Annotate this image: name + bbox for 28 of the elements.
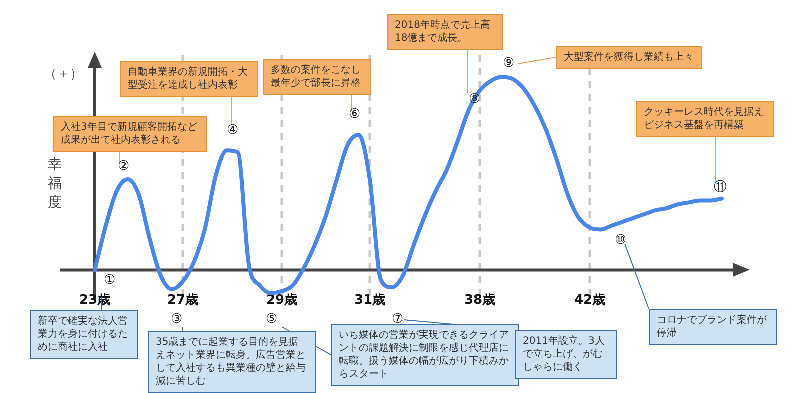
text: ⑤ bbox=[266, 312, 278, 327]
annotation: ② bbox=[118, 159, 130, 174]
annotation: ⑪ bbox=[714, 180, 727, 195]
y-axis-title: 幸福度 bbox=[48, 156, 63, 213]
x-tick-label: 38歳 bbox=[464, 293, 496, 308]
text: （＋） bbox=[44, 67, 83, 82]
annotation: ① bbox=[104, 273, 116, 288]
text: 2018年時点で売上高18億まで成長。 bbox=[387, 14, 503, 50]
text: ⑨ bbox=[503, 56, 515, 71]
annotation: クッキーレス時代を見据えビジネス基盤を再構築 bbox=[636, 101, 774, 137]
text: ③ bbox=[171, 312, 183, 327]
text: コロナでブランド案件が停滞 bbox=[649, 309, 777, 345]
text: 35歳までに起業する目的を見据えネット業界に転身。広告営業として入社するも異業種の壁と給与減に苦しむ bbox=[148, 331, 316, 393]
annotation: ⑩ bbox=[615, 233, 627, 248]
text: 2011年設立。3人で立ち上げ、がむしゃらに働く bbox=[515, 330, 617, 379]
annotation: 多数の案件をこなし最年少で部長に昇格 bbox=[263, 59, 371, 95]
annotation: ⑥ bbox=[349, 107, 361, 122]
annotation: 自動車業界の新規開拓・大型受注を達成し社内表彰 bbox=[120, 61, 258, 97]
text: 新卒で確実な法人営業力を身に付けるために商社に入社 bbox=[30, 310, 138, 359]
x-tick-label: 31歳 bbox=[354, 293, 386, 308]
x-tick-label: 42歳 bbox=[574, 293, 606, 308]
text: いち媒体の営業が実現できるクライアントの課題解決に制限を感じ代理店に転職。扱う媒体の幅が広がり下積みからスタート bbox=[339, 330, 509, 380]
x-tick-label: 29歳 bbox=[266, 293, 298, 308]
text: 大型案件を獲得し業績も上々 bbox=[556, 46, 702, 69]
x-tick-label: 27歳 bbox=[167, 293, 199, 308]
text: ⑦ bbox=[392, 312, 404, 327]
annotation: 入社3年目で新規顧客開拓など成果が出て社内表彰される bbox=[53, 116, 207, 152]
annotation: ④ bbox=[227, 123, 239, 138]
